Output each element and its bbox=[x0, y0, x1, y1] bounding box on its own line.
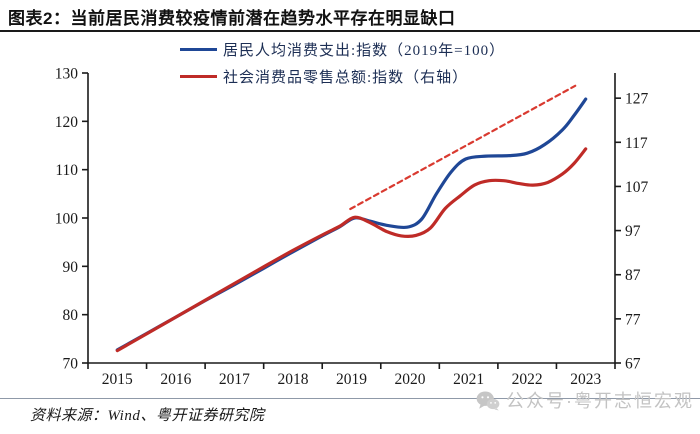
legend-line-swatch-blue bbox=[180, 47, 217, 51]
left-axis-tick-label: 80 bbox=[63, 307, 79, 324]
x-axis-tick-label: 2015 bbox=[102, 371, 133, 388]
watermark: 公众号·粤开志恒宏观 bbox=[476, 387, 694, 413]
legend-item-resident-consumption: 居民人均消费支出:指数（2019年=100） bbox=[180, 40, 506, 59]
right-axis-tick-label: 107 bbox=[625, 179, 649, 196]
x-axis-tick-label: 2017 bbox=[219, 371, 250, 388]
legend-line-swatch-red bbox=[180, 74, 217, 78]
series-pre-pandemic-trend-extension-line bbox=[349, 84, 577, 211]
left-axis-tick-label: 130 bbox=[55, 66, 79, 83]
legend-label: 社会消费品零售总额:指数（右轴） bbox=[223, 69, 469, 86]
x-axis-tick-label: 2022 bbox=[512, 371, 543, 388]
right-axis-tick-label: 87 bbox=[625, 267, 641, 284]
x-axis-tick-label: 2016 bbox=[160, 371, 191, 388]
series-retail-sales-index-line bbox=[115, 147, 588, 353]
left-axis-tick-label: 100 bbox=[55, 211, 79, 228]
left-axis-tick-label: 70 bbox=[63, 356, 79, 373]
x-axis-tick-label: 2020 bbox=[395, 371, 426, 388]
legend-item-retail-sales: 社会消费品零售总额:指数（右轴） bbox=[180, 67, 505, 86]
title-divider bbox=[0, 30, 700, 32]
right-axis-tick-label: 97 bbox=[625, 223, 641, 240]
right-axis-tick-label: 127 bbox=[625, 91, 649, 108]
wechat-icon bbox=[476, 390, 500, 411]
series-resident-consumption-index-line bbox=[115, 97, 588, 352]
right-axis-tick-label: 77 bbox=[625, 311, 641, 328]
chart-legend: 居民人均消费支出:指数（2019年=100） 社会消费品零售总额:指数（右轴） bbox=[180, 40, 505, 94]
footer-divider bbox=[0, 398, 700, 399]
chart-title: 图表2：当前居民消费较疫情前潜在趋势水平存在明显缺口 bbox=[8, 9, 456, 28]
left-axis-tick-label: 90 bbox=[63, 259, 79, 276]
x-axis-tick-label: 2023 bbox=[570, 371, 601, 388]
x-axis-tick-label: 2018 bbox=[277, 371, 308, 388]
left-axis-tick-label: 110 bbox=[55, 162, 78, 179]
x-axis-tick-label: 2019 bbox=[336, 371, 367, 388]
legend-label: 居民人均消费支出:指数（2019年=100） bbox=[223, 42, 506, 59]
right-axis-tick-label: 117 bbox=[625, 135, 648, 152]
watermark-text: 公众号·粤开志恒宏观 bbox=[506, 391, 694, 411]
source-note: 资料来源：Wind、粤开证券研究院 bbox=[30, 408, 265, 424]
left-axis-tick-label: 120 bbox=[55, 114, 79, 131]
x-axis-tick-label: 2021 bbox=[453, 371, 484, 388]
right-axis-tick-label: 67 bbox=[625, 356, 641, 373]
